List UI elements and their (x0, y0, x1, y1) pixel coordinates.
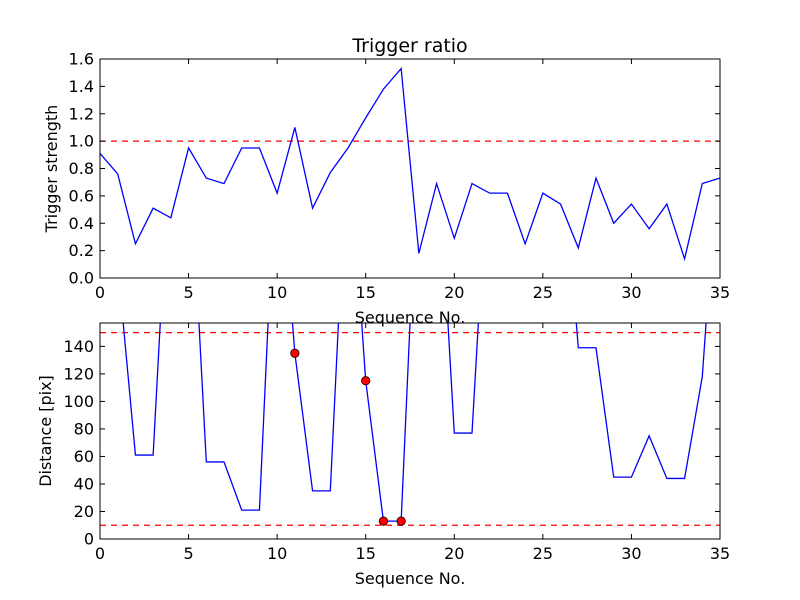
series-line (100, 67, 720, 262)
y-tick-label: 1.2 (69, 104, 94, 123)
series-line (122, 323, 707, 522)
x-tick-label: 30 (621, 544, 641, 563)
y-tick-label: 40 (74, 474, 94, 493)
x-tick-label: 0 (95, 544, 105, 563)
y-tick-label: 120 (63, 364, 94, 383)
distance-panel: 0 5 10 15 20 25 30 35 0 20 40 60 80 100 120 140 Sequen… (36, 322, 730, 588)
x-tick-label: 5 (183, 283, 193, 302)
y-axis-label: Distance [pix] (36, 375, 55, 487)
y-tick-label: 20 (74, 502, 94, 521)
chart-title: Trigger ratio (351, 35, 467, 57)
plot-frame (99, 322, 721, 540)
trigger-ratio-panel: Trigger ratio 0 5 10 15 20 25 30 35 0.0 0.2 0.4 0.… (42, 35, 730, 327)
x-tick-label: 20 (444, 544, 464, 563)
x-tick-label: 15 (356, 283, 376, 302)
y-tick-label: 100 (63, 392, 94, 411)
y-tick-label: 0.2 (69, 241, 94, 260)
y-tick-label: 0.8 (69, 159, 94, 178)
y-tick-label: 1.6 (69, 50, 94, 69)
y-tick-label: 60 (74, 447, 94, 466)
x-tick-label: 10 (267, 283, 287, 302)
x-tick-label: 20 (444, 283, 464, 302)
y-tick-label: 0 (84, 530, 94, 549)
y-tick-label: 0.4 (69, 214, 94, 233)
plot-frame (99, 58, 721, 279)
x-tick-label: 30 (621, 283, 641, 302)
x-axis-label: Sequence No. (355, 308, 466, 327)
x-tick-label: 35 (710, 544, 730, 563)
y-tick-label: 140 (63, 337, 94, 356)
x-tick-label: 25 (533, 544, 553, 563)
x-tick-label: 5 (183, 544, 193, 563)
x-tick-label: 35 (710, 283, 730, 302)
data-point-marker (361, 376, 371, 386)
x-tick-label: 10 (267, 544, 287, 563)
x-tick-label: 0 (95, 283, 105, 302)
data-point-marker (396, 516, 406, 526)
data-point-marker (290, 348, 300, 358)
y-tick-label: 0.0 (69, 269, 94, 288)
y-tick-label: 80 (74, 419, 94, 438)
y-axis-label: Trigger strength (42, 105, 61, 234)
y-tick-label: 1.0 (69, 132, 94, 151)
data-point-marker (378, 516, 389, 526)
x-tick-label: 25 (533, 283, 553, 302)
x-tick-label: 15 (356, 544, 376, 563)
x-axis-label: Sequence No. (355, 569, 466, 588)
y-tick-label: 0.6 (69, 186, 94, 205)
y-tick-label: 1.4 (69, 77, 94, 96)
